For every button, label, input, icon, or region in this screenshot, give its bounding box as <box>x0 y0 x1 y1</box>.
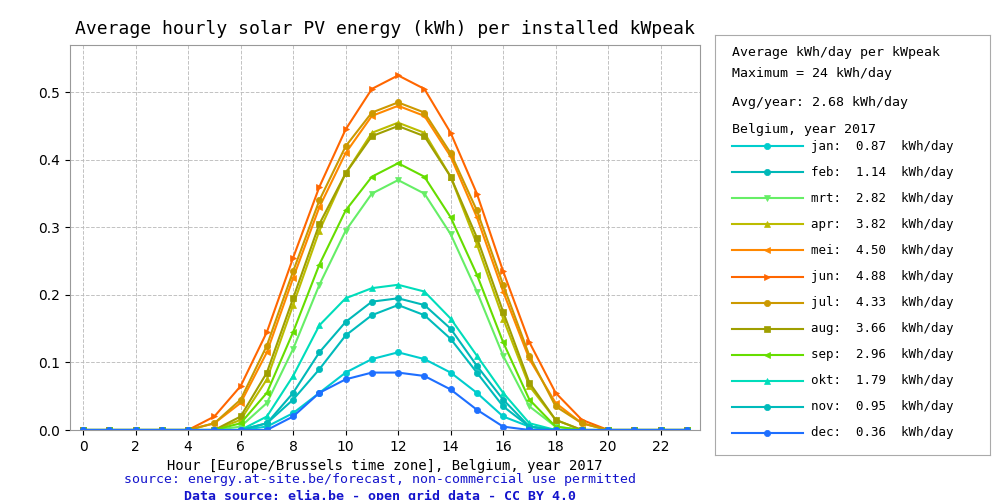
Text: dec:  0.36  kWh/day: dec: 0.36 kWh/day <box>811 426 954 439</box>
Text: Average kWh/day per kWpeak: Average kWh/day per kWpeak <box>732 46 940 59</box>
Text: source: energy.at-site.be/forecast, non-commercial use permitted: source: energy.at-site.be/forecast, non-… <box>124 472 636 486</box>
Text: sep:  2.96  kWh/day: sep: 2.96 kWh/day <box>811 348 954 361</box>
Text: mei:  4.50  kWh/day: mei: 4.50 kWh/day <box>811 244 954 257</box>
Text: Avg/year: 2.68 kWh/day: Avg/year: 2.68 kWh/day <box>732 96 908 109</box>
Text: feb:  1.14  kWh/day: feb: 1.14 kWh/day <box>811 166 954 179</box>
Text: Maximum = 24 kWh/day: Maximum = 24 kWh/day <box>732 66 892 80</box>
Text: Data source: elia.be - open grid data - CC BY 4.0: Data source: elia.be - open grid data - … <box>184 490 576 500</box>
Title: Average hourly solar PV energy (kWh) per installed kWpeak: Average hourly solar PV energy (kWh) per… <box>75 20 695 38</box>
Text: jun:  4.88  kWh/day: jun: 4.88 kWh/day <box>811 270 954 283</box>
X-axis label: Hour [Europe/Brussels time zone], Belgium, year 2017: Hour [Europe/Brussels time zone], Belgiu… <box>167 460 603 473</box>
Text: apr:  3.82  kWh/day: apr: 3.82 kWh/day <box>811 218 954 231</box>
Text: aug:  3.66  kWh/day: aug: 3.66 kWh/day <box>811 322 954 335</box>
Text: jan:  0.87  kWh/day: jan: 0.87 kWh/day <box>811 140 954 153</box>
Text: mrt:  2.82  kWh/day: mrt: 2.82 kWh/day <box>811 192 954 205</box>
Text: nov:  0.95  kWh/day: nov: 0.95 kWh/day <box>811 400 954 413</box>
Text: okt:  1.79  kWh/day: okt: 1.79 kWh/day <box>811 374 954 387</box>
Text: jul:  4.33  kWh/day: jul: 4.33 kWh/day <box>811 296 954 309</box>
Text: Belgium, year 2017: Belgium, year 2017 <box>732 123 876 136</box>
